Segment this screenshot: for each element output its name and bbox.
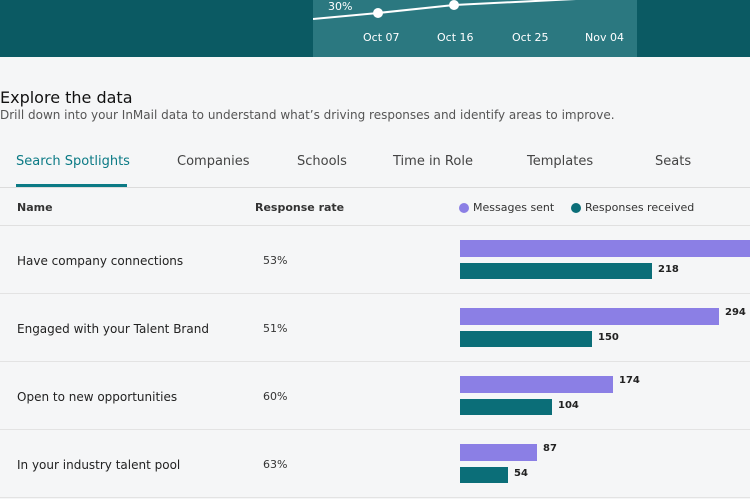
trend-point [449, 0, 459, 10]
legend-label: Responses received [585, 201, 695, 214]
table-row[interactable]: Engaged with your Talent Brand 51% 294 1… [0, 294, 750, 362]
tab-templates[interactable]: Templates [527, 154, 594, 169]
table-row[interactable]: Open to new opportunities 60% 174 104 [0, 362, 750, 430]
row-name: Have company connections [17, 254, 184, 268]
date-tick-label: Nov 04 [585, 31, 624, 44]
row-name: Engaged with your Talent Brand [17, 322, 209, 336]
legend-label: Messages sent [473, 201, 555, 214]
bar-messages-sent [460, 308, 719, 325]
header-divider [0, 225, 750, 226]
tab-companies[interactable]: Companies [177, 154, 250, 169]
trend-value-label: 30% [328, 0, 353, 13]
bar-responses-received [460, 399, 552, 415]
value-responses-received: 54 [514, 468, 528, 479]
table-row[interactable]: Have company connections 53% 218 [0, 226, 750, 294]
row-response-rate: 51% [263, 322, 288, 335]
date-tick-label: Oct 16 [437, 31, 474, 44]
date-tick-label: Oct 07 [363, 31, 400, 44]
row-name: In your industry talent pool [17, 458, 181, 472]
value-responses-received: 218 [658, 264, 679, 275]
trend-line [313, 0, 577, 20]
value-messages-sent: 294 [725, 307, 746, 318]
tab-bar: Search Spotlights Companies Schools Time… [0, 144, 750, 188]
table-row[interactable]: In your industry talent pool 63% 87 54 [0, 430, 750, 498]
bar-messages-sent [460, 240, 750, 257]
bar-messages-sent [460, 444, 537, 461]
bar-responses-received [460, 331, 592, 347]
value-messages-sent: 87 [543, 443, 557, 454]
active-tab-indicator [16, 184, 127, 187]
row-response-rate: 63% [263, 458, 288, 471]
legend-dot-icon [459, 203, 469, 213]
selected-range-highlight [313, 0, 637, 57]
column-header-name: Name [17, 201, 53, 214]
section-subtitle: Drill down into your InMail data to unde… [0, 108, 615, 122]
row-name: Open to new opportunities [17, 390, 178, 404]
section-title: Explore the data [0, 88, 133, 107]
tab-schools[interactable]: Schools [297, 154, 347, 169]
value-responses-received: 104 [558, 400, 579, 411]
row-response-rate: 60% [263, 390, 288, 403]
mini-trend-chart [313, 0, 577, 20]
tab-time-in-role[interactable]: Time in Role [393, 154, 473, 169]
bar-responses-received [460, 263, 652, 279]
legend-dot-icon [571, 203, 581, 213]
date-tick-label: Oct 25 [512, 31, 549, 44]
bar-responses-received [460, 467, 508, 483]
value-messages-sent: 174 [619, 375, 640, 386]
trend-point [373, 8, 383, 18]
row-response-rate: 53% [263, 254, 288, 267]
tab-search-spotlights[interactable]: Search Spotlights [16, 154, 130, 169]
value-responses-received: 150 [598, 332, 619, 343]
column-header-response-rate: Response rate [255, 201, 345, 214]
bar-messages-sent [460, 376, 613, 393]
tab-seats[interactable]: Seats [655, 154, 692, 169]
